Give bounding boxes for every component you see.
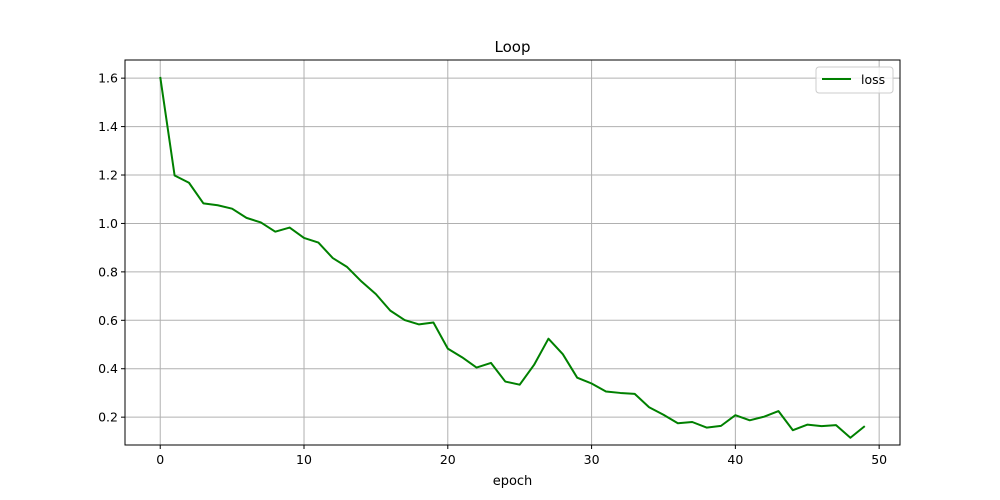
series-line-loss	[159, 76, 866, 439]
series-layer	[159, 76, 866, 439]
y-tick-label: 0.2	[98, 410, 118, 425]
x-tick-label: 30	[584, 452, 600, 467]
x-axis-label: epoch	[493, 474, 533, 489]
x-tick-label: 40	[727, 452, 743, 467]
y-tick-label: 0.8	[98, 264, 118, 279]
legend-box	[815, 66, 894, 94]
y-tick-label: 1.0	[98, 216, 118, 231]
axis-ticks: 0 10 20 30 40 50 0.2 0.4 0.6 0.8 1.0 1.2 1.4 1.6	[98, 71, 887, 467]
y-tick-label: 0.6	[98, 313, 118, 328]
x-tick-label: 50	[871, 452, 887, 467]
chart-title: Loop	[495, 38, 531, 56]
x-tick-label: 20	[440, 452, 456, 467]
legend-label-loss: loss	[861, 72, 885, 87]
x-tick-label: 10	[296, 452, 312, 467]
plot-frame	[124, 59, 901, 446]
y-tick-label: 1.2	[98, 168, 118, 183]
legend: loss	[815, 66, 894, 94]
y-tick-label: 1.6	[98, 71, 118, 86]
x-tick-label: 0	[156, 452, 164, 467]
grid	[125, 60, 900, 445]
y-tick-label: 1.4	[98, 119, 118, 134]
y-tick-label: 0.4	[98, 361, 118, 376]
